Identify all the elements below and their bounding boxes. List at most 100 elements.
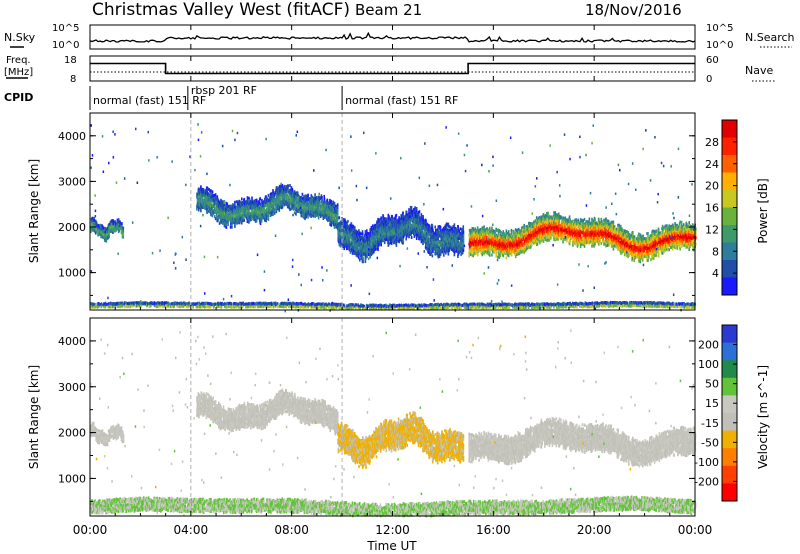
- power-echo-cell: [92, 218, 95, 222]
- power-echo-cell: [570, 304, 572, 308]
- power-echo-cell: [681, 302, 684, 306]
- freq-label: Freq.: [6, 55, 31, 66]
- power-echo-cell: [541, 302, 543, 306]
- power-echo-cell: [654, 304, 656, 308]
- power-echo-cell: [247, 305, 249, 309]
- power-echo-cell: [297, 302, 300, 306]
- power-echo-cell: [199, 207, 202, 211]
- power-echo-cell: [281, 205, 284, 209]
- power-echo-cell: [140, 301, 143, 305]
- power-echo-cell: [377, 247, 379, 251]
- power-echo-cell: [95, 221, 98, 225]
- power-echo-cell: [569, 303, 572, 306]
- power-echo-cell: [208, 207, 211, 211]
- power-echo-cell: [534, 303, 536, 307]
- power-echo-cell: [594, 304, 597, 308]
- power-echo-cell: [611, 304, 614, 307]
- power-echo-cell: [214, 206, 216, 209]
- power-echo-cell: [98, 305, 100, 309]
- power-echo-cell: [253, 212, 256, 216]
- power-echo-cell: [101, 303, 104, 307]
- power-echo-cell: [109, 222, 111, 226]
- power-echo-cell: [113, 229, 115, 233]
- power-echo-cell: [220, 202, 223, 206]
- power-echo-cell: [422, 215, 424, 219]
- power-echo-cell: [254, 198, 257, 202]
- power-echo-cell: [115, 228, 117, 232]
- power-echo-cell: [454, 302, 457, 306]
- power-echo-cell: [335, 305, 338, 309]
- power-echo-cell: [212, 209, 215, 213]
- power-echo-cell: [440, 302, 443, 306]
- power-echo-cell: [491, 303, 493, 307]
- power-echo-cell: [257, 216, 260, 220]
- power-echo-cell: [233, 210, 236, 214]
- power-echo-cell: [232, 206, 234, 210]
- power-echo-cell: [204, 301, 207, 305]
- power-echo-cell: [324, 200, 327, 204]
- power-echo-cell: [216, 216, 219, 220]
- power-echo-cell: [260, 219, 263, 223]
- power-echo-cell: [231, 305, 233, 309]
- power-echo-cell: [263, 207, 265, 211]
- power-echo-cell: [186, 302, 189, 306]
- power-echo-cell: [169, 305, 172, 309]
- power-echo-cell: [445, 305, 447, 309]
- power-echo-cell: [651, 304, 654, 308]
- power-echo-cell: [251, 196, 253, 200]
- power-echo-cell: [427, 306, 429, 310]
- power-echo-cell: [101, 225, 104, 228]
- power-echo-cell: [295, 203, 298, 207]
- power-echo-cell: [122, 229, 125, 233]
- power-echo-cell: [200, 188, 202, 192]
- power-echo-cell: [196, 205, 199, 209]
- power-echo-cell: [352, 303, 354, 307]
- power-echo-cell: [109, 226, 112, 230]
- power-echo-cell: [210, 207, 212, 211]
- power-echo-cell: [333, 302, 336, 306]
- power-echo-cell: [676, 305, 678, 309]
- power-echo-cell: [248, 209, 251, 213]
- power-echo-cell: [320, 305, 322, 309]
- power-echo-cell: [515, 305, 517, 309]
- power-echo-cell: [528, 306, 530, 309]
- power-echo-cell: [292, 207, 295, 211]
- power-echo-cell: [683, 305, 686, 309]
- power-echo-cell: [263, 213, 265, 217]
- power-echo-cell: [258, 210, 261, 214]
- power-echo-cell: [273, 196, 276, 200]
- power-echo-cell: [265, 305, 268, 309]
- power-echo-cell: [596, 304, 599, 308]
- power-echo-cell: [236, 209, 239, 213]
- power-echo-cell: [338, 303, 341, 306]
- power-echo-cell: [611, 301, 614, 305]
- power-echo-cell: [197, 301, 199, 305]
- power-echo-cell: [662, 305, 664, 309]
- power-echo-cell: [290, 305, 292, 309]
- power-echo-cell: [349, 303, 352, 307]
- power-echo-cell: [243, 216, 245, 220]
- power-echo-cell: [356, 303, 358, 307]
- power-echo-cell: [287, 184, 290, 188]
- nsky-tick-top: 10^5: [52, 23, 79, 34]
- power-echo-cell: [214, 202, 217, 206]
- power-echo-cell: [217, 197, 219, 201]
- power-echo-cell: [274, 304, 277, 308]
- power-echo-cell: [254, 214, 256, 218]
- power-echo-cell: [273, 208, 276, 212]
- power-echo-cell: [121, 222, 123, 226]
- power-echo-cell: [273, 211, 276, 215]
- power-echo-cell: [268, 302, 271, 305]
- power-echo-cell: [102, 235, 105, 239]
- power-echo-cell: [122, 232, 125, 236]
- power-echo-cell: [234, 224, 236, 228]
- power-echo-cell: [339, 220, 342, 224]
- power-echo-cell: [252, 209, 254, 213]
- power-echo-cell: [499, 306, 502, 309]
- power-echo-cell: [575, 304, 577, 308]
- power-echo-cell: [516, 306, 518, 309]
- power-echo-cell: [680, 305, 683, 309]
- power-echo-cell: [256, 217, 258, 221]
- power-echo-cell: [94, 231, 97, 235]
- power-echo-cell: [240, 302, 243, 306]
